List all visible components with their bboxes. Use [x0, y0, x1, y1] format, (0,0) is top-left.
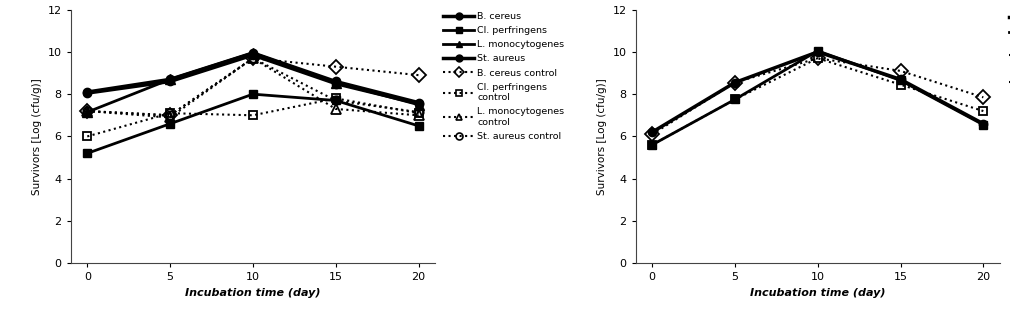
Legend: E. coli O157:H7, S. Typhimurium, E. coli O157:H7
control, S. Typhimurium
control: E. coli O157:H7, S. Typhimurium, E. coli… — [1009, 12, 1010, 93]
Legend: B. cereus, Cl. perfringens, L. monocytogenes, St. aureus, B. cereus control, Cl.: B. cereus, Cl. perfringens, L. monocytog… — [443, 12, 565, 141]
Y-axis label: Survivors [Log (cfu/g)]: Survivors [Log (cfu/g)] — [597, 78, 607, 195]
X-axis label: Incubation time (day): Incubation time (day) — [185, 288, 320, 298]
Y-axis label: Survivors [Log (cfu/g)]: Survivors [Log (cfu/g)] — [32, 78, 42, 195]
X-axis label: Incubation time (day): Incubation time (day) — [750, 288, 886, 298]
